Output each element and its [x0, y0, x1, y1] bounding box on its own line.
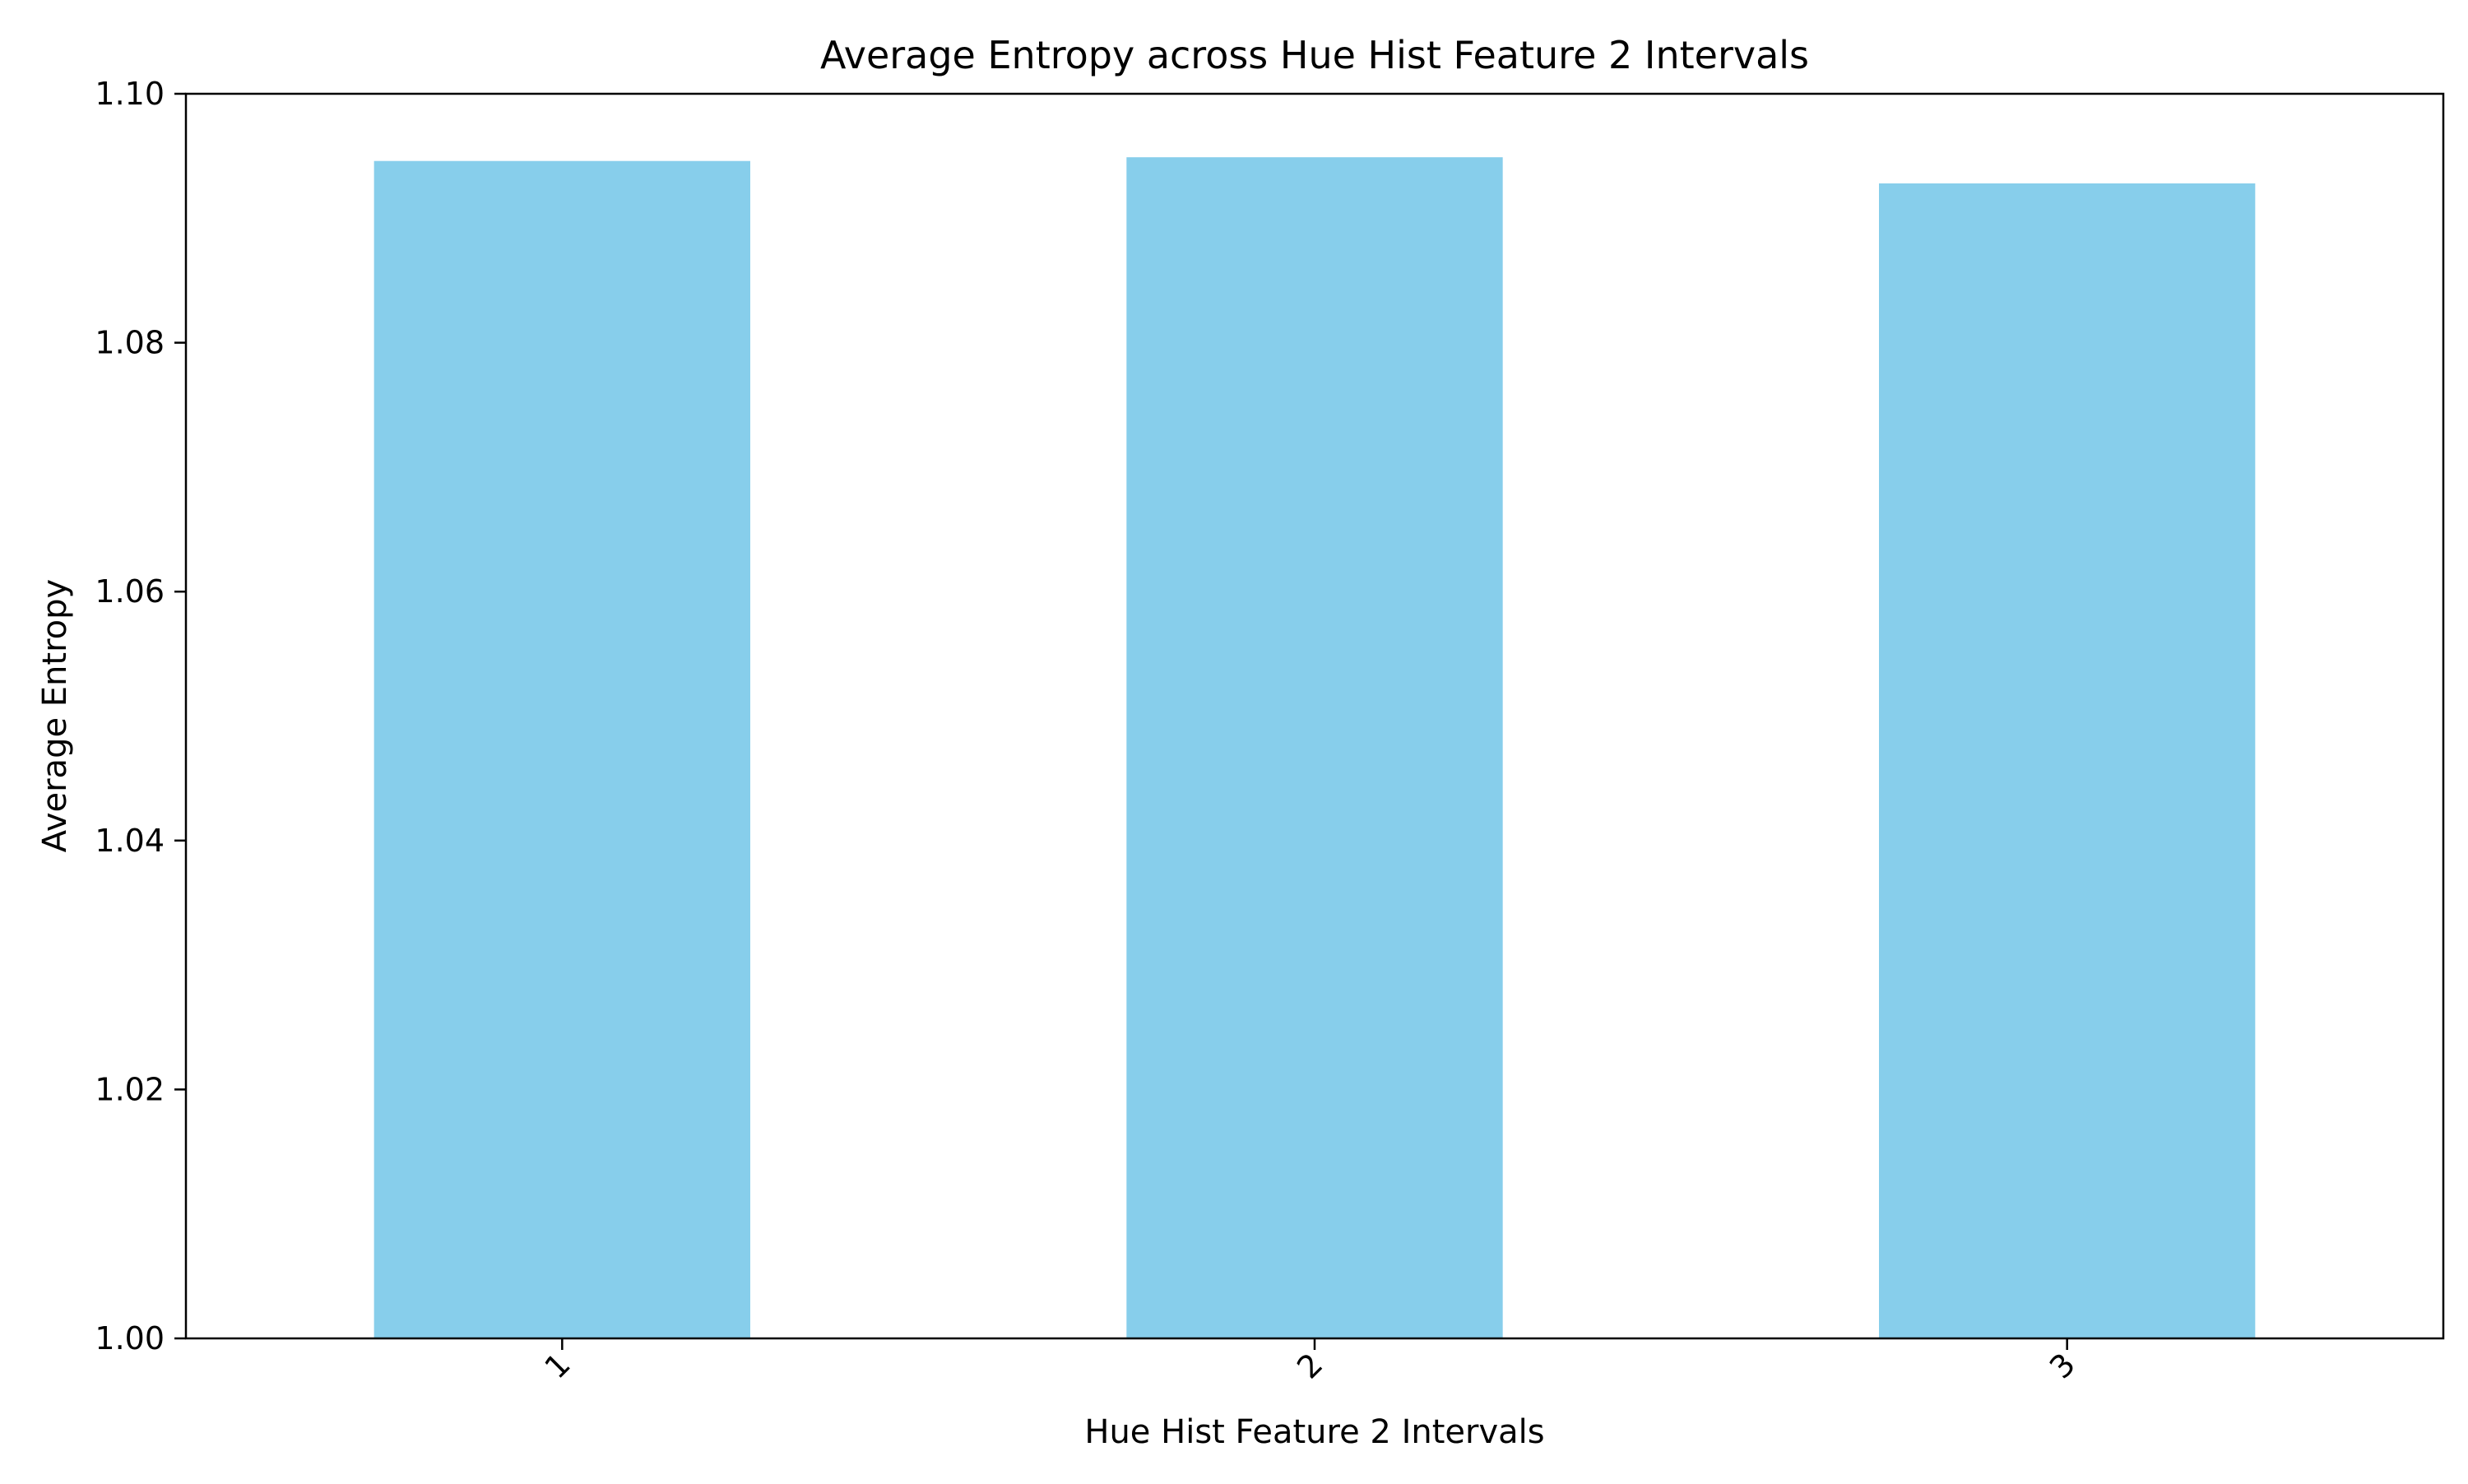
- plot-frame: [184, 92, 2445, 1340]
- y-tick-label: 1.10: [95, 76, 165, 112]
- bar: [1879, 183, 2256, 1338]
- x-axis: 1 2 3: [537, 1338, 2082, 1385]
- plot-area: [373, 157, 2256, 1339]
- chart-title: Average Entropy across Hue Hist Feature …: [820, 33, 1809, 77]
- bar: [1126, 157, 1503, 1339]
- y-tick-label: 1.02: [95, 1071, 165, 1107]
- x-tick-label: 3: [2043, 1346, 2082, 1385]
- y-tick-label: 1.08: [95, 325, 165, 361]
- y-axis-label: Average Entropy: [36, 579, 74, 852]
- y-tick-label: 1.04: [95, 823, 165, 859]
- x-tick-label: 1: [537, 1346, 577, 1385]
- bar: [373, 160, 750, 1338]
- x-axis-label: Hue Hist Feature 2 Intervals: [1084, 1413, 1544, 1451]
- y-tick-label: 1.00: [95, 1320, 165, 1356]
- x-tick-label: 2: [1290, 1346, 1329, 1385]
- y-axis: 1.00 1.02 1.04 1.06 1.08 1.10: [95, 76, 186, 1356]
- y-tick-label: 1.06: [95, 573, 165, 610]
